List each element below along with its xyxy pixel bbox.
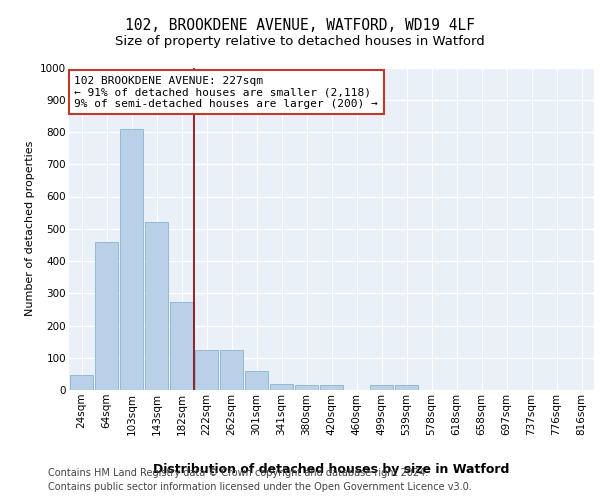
Bar (370, 386, 394, 390)
Bar (145, 222, 169, 390)
Bar (320, 386, 343, 390)
Bar (395, 386, 418, 390)
Bar (119, 130, 143, 390)
Text: 102 BROOKDENE AVENUE: 227sqm
← 91% of detached houses are smaller (2,118)
9% of : 102 BROOKDENE AVENUE: 227sqm ← 91% of de… (74, 76, 378, 109)
Text: 102, BROOKDENE AVENUE, WATFORD, WD19 4LF: 102, BROOKDENE AVENUE, WATFORD, WD19 4LF (125, 18, 475, 32)
Bar (245, 372, 268, 390)
Text: Contains HM Land Registry data © Crown copyright and database right 2024.: Contains HM Land Registry data © Crown c… (48, 468, 428, 477)
Bar (194, 350, 218, 390)
Bar (70, 375, 94, 390)
Y-axis label: Number of detached properties: Number of detached properties (25, 141, 35, 316)
Bar (220, 350, 244, 390)
Text: Contains public sector information licensed under the Open Government Licence v3: Contains public sector information licen… (48, 482, 472, 492)
Bar (95, 242, 118, 390)
X-axis label: Distribution of detached houses by size in Watford: Distribution of detached houses by size … (154, 462, 509, 475)
Bar (170, 302, 193, 390)
Text: Size of property relative to detached houses in Watford: Size of property relative to detached ho… (115, 35, 485, 48)
Bar (269, 384, 293, 390)
Bar (295, 386, 319, 390)
